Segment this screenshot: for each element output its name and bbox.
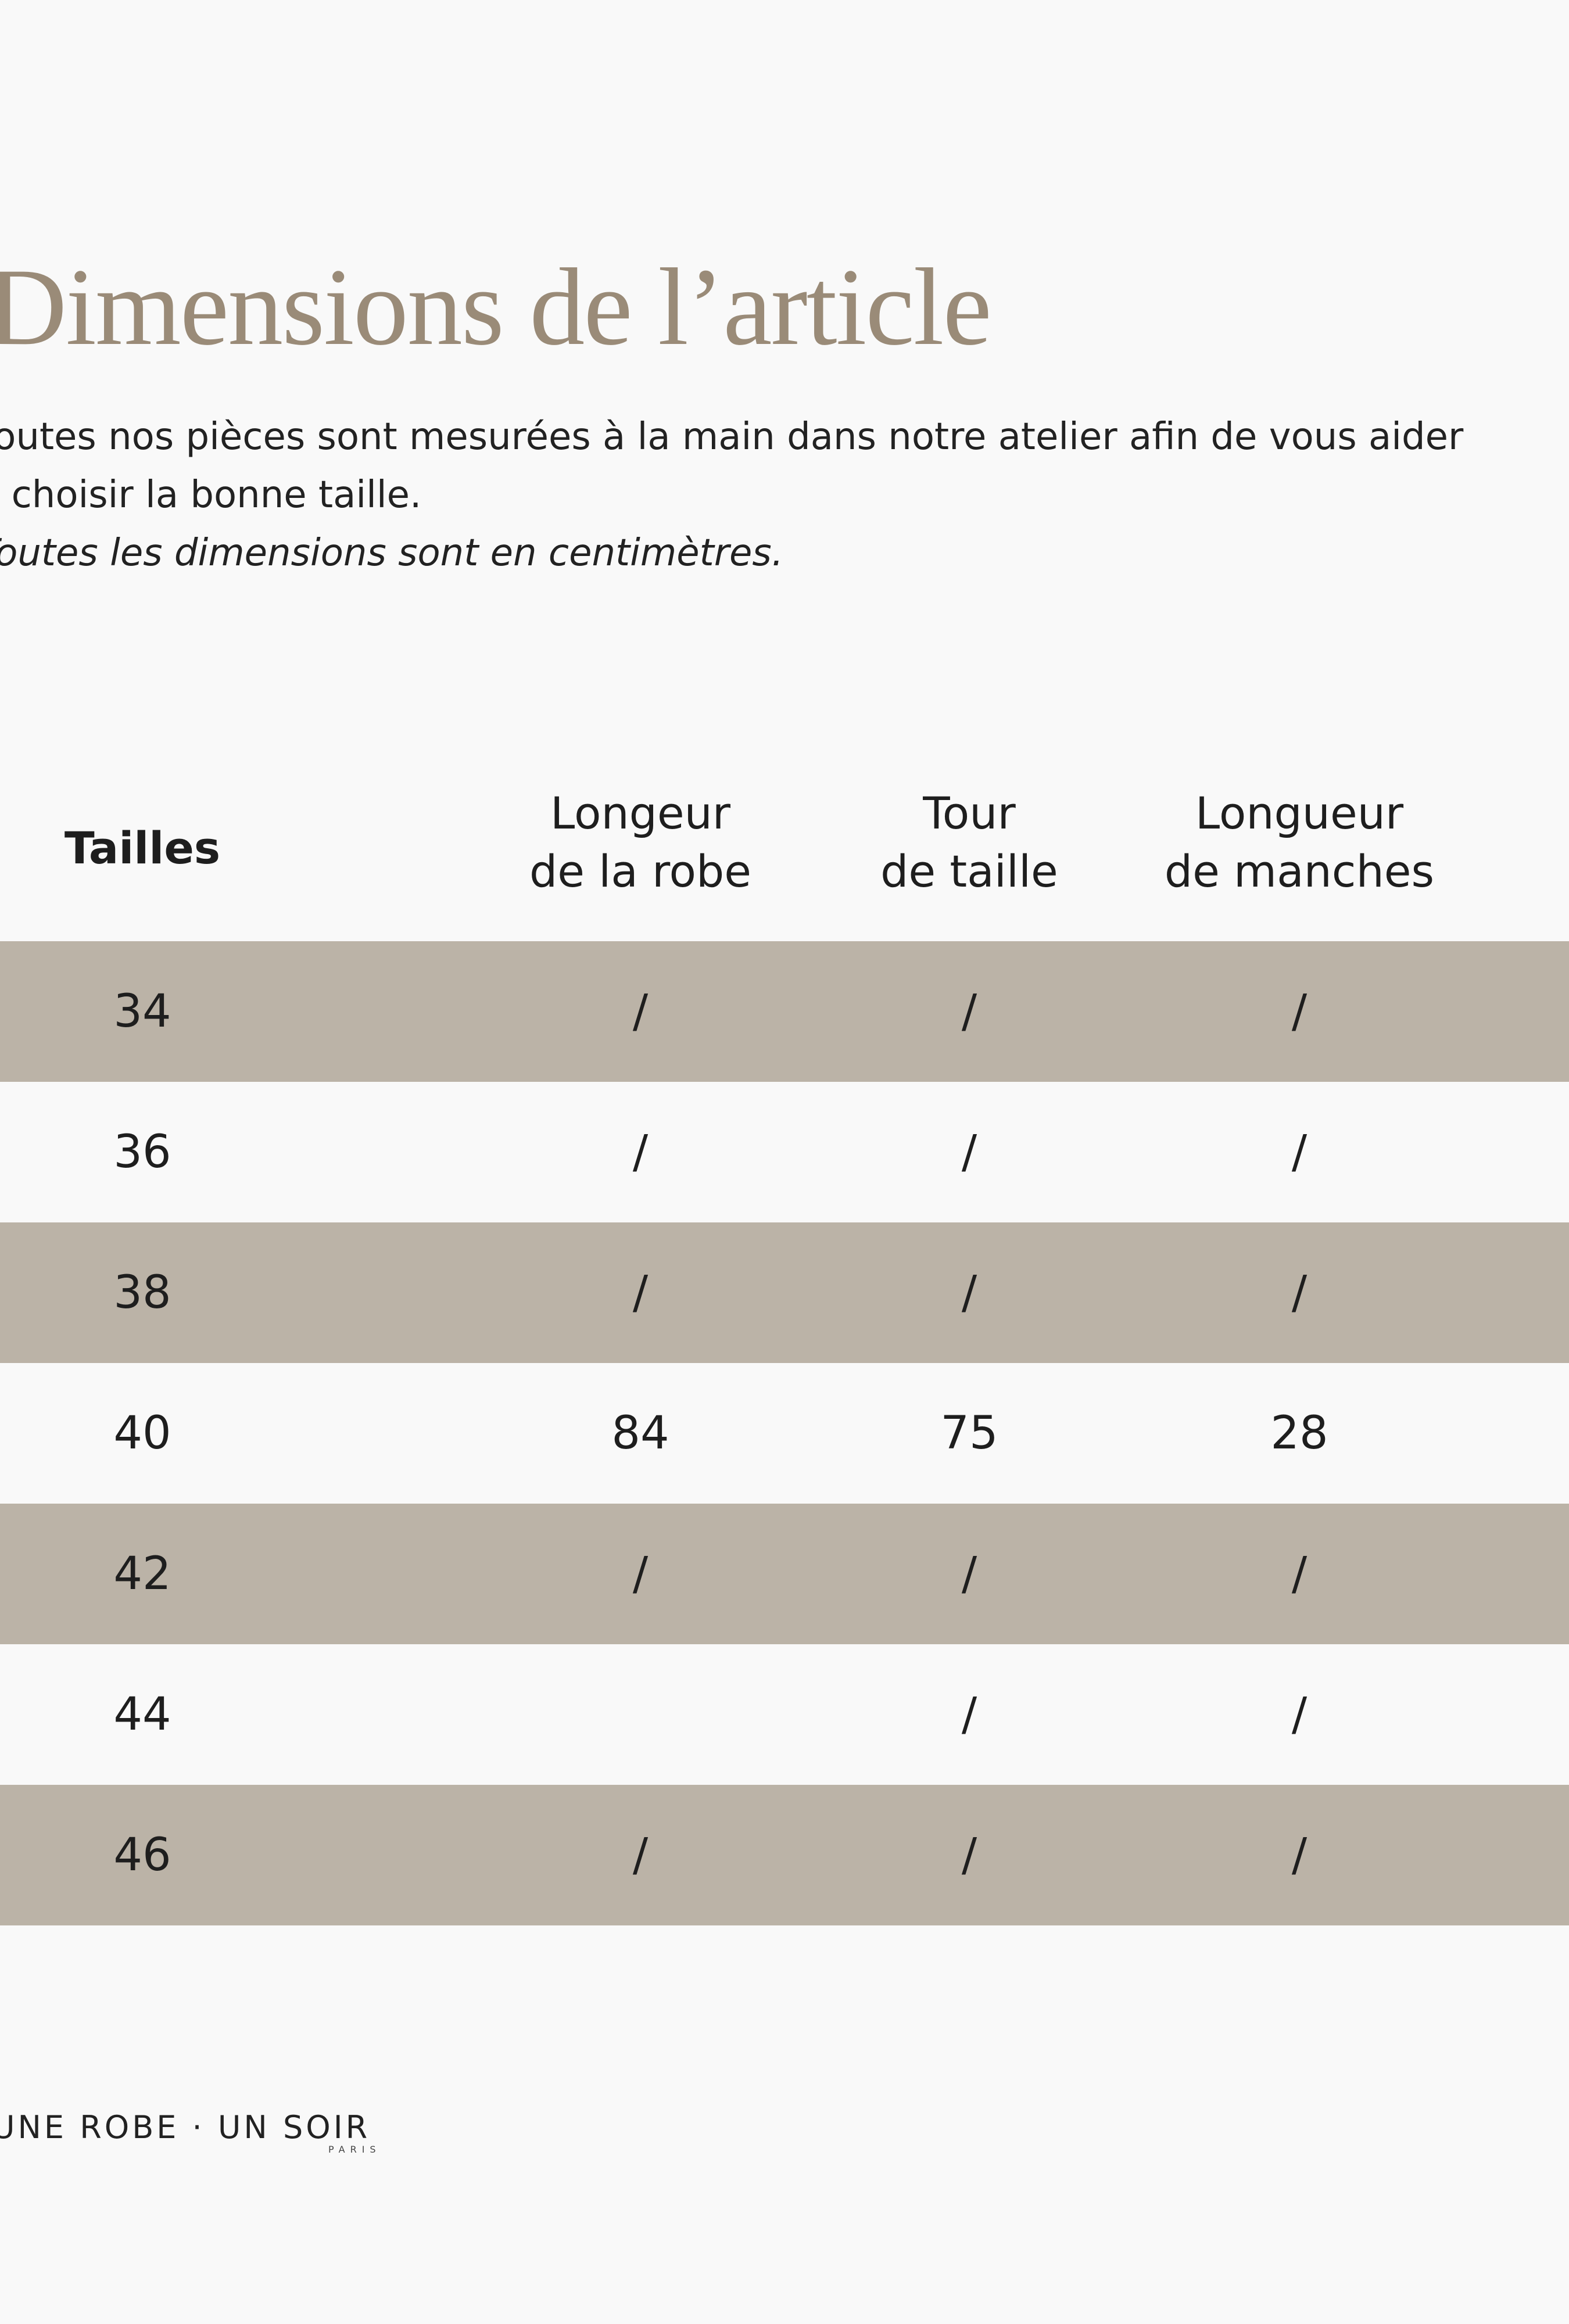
header-line: Longueur [1195, 787, 1404, 839]
table-cell: 34 [113, 985, 171, 1038]
table-row: 44 / / [0, 1644, 1569, 1785]
header-line: Longeur [550, 787, 731, 839]
column-header: Tailles [65, 819, 220, 877]
table-cell: 44 [113, 1688, 171, 1741]
brand-logo: UNE ROBE · UN SOIR [0, 2109, 371, 2146]
table-row: 46 / / / [0, 1785, 1569, 1925]
table-cell: / [1291, 1126, 1308, 1178]
table-cell: / [961, 1548, 977, 1600]
title: Dimensions de l’article [0, 246, 992, 368]
table-cell: 75 [940, 1407, 998, 1459]
column-header: Tour de taille [880, 784, 1058, 901]
header-line: Tailles [64, 822, 221, 874]
table-cell: 46 [113, 1829, 171, 1881]
header-line: de taille [880, 845, 1058, 897]
header-line: Tour [923, 787, 1016, 839]
header-line: de la robe [529, 845, 752, 897]
column-header: Longueur de manches [1165, 784, 1434, 901]
table-cell: / [632, 1267, 649, 1319]
column-header: Longeur de la robe [529, 784, 751, 901]
table-cell: / [961, 1829, 977, 1881]
table-cell: / [1291, 1829, 1308, 1881]
table-cell: / [632, 1829, 649, 1881]
table-row: 38 / / / [0, 1222, 1569, 1363]
table-cell: 42 [113, 1548, 171, 1600]
table-cell: / [961, 1267, 977, 1319]
table-row: 40 84 75 28 [0, 1363, 1569, 1504]
brand-city: PARIS [328, 2144, 381, 2155]
table-cell: / [1291, 985, 1308, 1038]
table-cell: / [961, 1126, 977, 1178]
table-row: 34 / / / [0, 941, 1569, 1082]
table-cell: / [1291, 1688, 1308, 1741]
table-cell: / [961, 985, 977, 1038]
table-cell: 38 [113, 1267, 171, 1319]
table-cell: 28 [1270, 1407, 1328, 1459]
description: à choisir la bonne taille. [0, 474, 422, 517]
table-row: 36 / / / [0, 1082, 1569, 1222]
table-cell: / [632, 1548, 649, 1600]
table-row: 42 / / / [0, 1504, 1569, 1644]
table-cell: / [1291, 1548, 1308, 1600]
table-cell: 36 [113, 1126, 171, 1178]
table-cell: 40 [113, 1407, 171, 1459]
description: Toutes nos pièces sont mesurées à la mai… [0, 415, 1464, 458]
header-line: de manches [1164, 845, 1435, 897]
table-cell: / [961, 1688, 977, 1741]
table-cell: / [632, 985, 649, 1038]
table-cell: 84 [611, 1407, 669, 1459]
table-cell: / [632, 1126, 649, 1178]
note: Toutes les dimensions sont en centimètre… [0, 532, 784, 575]
table-cell: / [1291, 1267, 1308, 1319]
